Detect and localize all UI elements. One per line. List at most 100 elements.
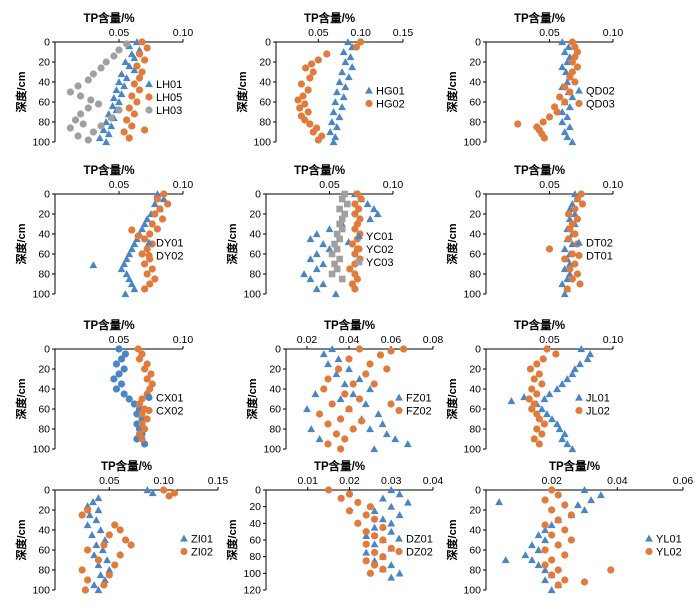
data-point <box>534 531 543 539</box>
data-point <box>334 365 343 373</box>
y-tick-label: 20 <box>469 505 481 517</box>
y-tick-label: 60 <box>469 97 481 109</box>
data-point <box>349 425 357 433</box>
data-point <box>90 551 99 559</box>
y-tick-label: 80 <box>469 565 481 577</box>
data-point <box>541 496 549 504</box>
data-point <box>133 62 141 70</box>
x-tick-label: 0.10 <box>173 27 194 39</box>
data-point <box>373 210 382 218</box>
data-point <box>120 365 128 373</box>
legend-label: CX01 <box>156 393 184 405</box>
data-point <box>97 64 105 72</box>
chart-panel-8: TP含量/% 0.02 0.04 0.06 0.08 0 20 40 60 80 100 深度/cm F… <box>245 318 443 456</box>
data-point <box>148 265 156 273</box>
data-point <box>338 225 346 233</box>
data-point <box>122 536 130 544</box>
data-point <box>566 88 574 96</box>
data-point <box>329 108 338 116</box>
data-point <box>607 566 615 574</box>
y-tick-label: 80 <box>38 269 50 281</box>
x-tick-label: 0.02 <box>541 475 562 487</box>
y-tick-label: 100 <box>463 137 481 149</box>
data-point <box>354 498 362 507</box>
data-point <box>357 38 365 46</box>
data-point <box>566 225 574 233</box>
data-point <box>339 48 348 56</box>
x-tick-label: 0.04 <box>339 334 360 346</box>
data-point <box>135 50 144 58</box>
data-point <box>548 531 556 539</box>
data-point <box>566 73 574 81</box>
data-point <box>387 347 395 355</box>
y-tick-label: 40 <box>259 77 271 89</box>
data-point <box>535 415 543 423</box>
y-tick-label: 20 <box>38 209 50 221</box>
data-point <box>378 420 387 428</box>
data-point <box>94 556 103 564</box>
data-point <box>122 270 131 278</box>
legend-label: FZ01 <box>406 393 432 405</box>
data-point <box>545 390 554 398</box>
data-point <box>329 138 338 146</box>
data-point <box>558 435 567 443</box>
data-point <box>564 235 573 243</box>
data-point <box>294 96 302 104</box>
chart-title: TP含量/% <box>83 163 134 177</box>
data-point <box>571 205 579 213</box>
data-point <box>362 370 370 378</box>
data-point <box>563 78 572 86</box>
data-point <box>335 113 344 121</box>
data-point <box>128 122 136 130</box>
y-tick-label: 40 <box>469 384 481 396</box>
y-tick-label: 40 <box>38 525 50 537</box>
data-point <box>541 566 549 574</box>
data-point <box>382 430 391 438</box>
data-point <box>370 540 379 548</box>
data-point <box>143 270 151 278</box>
y-tick-label: 20 <box>38 505 50 517</box>
data-point <box>387 561 396 569</box>
data-point <box>128 92 136 100</box>
data-point <box>507 397 516 405</box>
x-tick-label: 0.05 <box>109 27 130 39</box>
data-point <box>554 566 562 574</box>
x-tick-label: 0.10 <box>350 27 371 39</box>
data-point <box>324 375 332 383</box>
data-point <box>138 225 146 233</box>
data-point <box>164 200 172 208</box>
data-point <box>117 70 126 78</box>
data-point <box>90 581 99 589</box>
data-point <box>135 74 144 82</box>
legend-label: DT02 <box>586 238 613 250</box>
data-point <box>301 100 309 108</box>
chart-panel-10: TP含量/% 0.05 0.10 0.15 0 20 40 60 80 100 深度/cm ZI01Z… <box>14 459 228 597</box>
data-point <box>345 490 354 498</box>
data-point <box>111 521 119 529</box>
data-point <box>541 546 549 554</box>
series-CX02 <box>134 345 156 443</box>
data-point <box>319 280 328 288</box>
data-point <box>297 80 305 88</box>
y-tick-label: 100 <box>243 568 261 580</box>
data-point <box>535 440 543 448</box>
data-point <box>387 573 396 581</box>
data-point <box>324 440 332 448</box>
data-point <box>541 561 549 569</box>
data-point <box>92 516 101 524</box>
data-point <box>104 130 113 138</box>
data-point <box>349 390 358 398</box>
data-point <box>134 232 142 240</box>
data-point <box>77 92 85 100</box>
legend-label: QD02 <box>586 86 615 98</box>
y-tick-label: 40 <box>38 77 50 89</box>
data-point <box>387 519 396 527</box>
data-point <box>127 280 136 288</box>
series-DZ01 <box>362 486 412 581</box>
data-point <box>133 410 141 418</box>
series-FZ02 <box>316 345 408 453</box>
legend-marker <box>145 93 153 101</box>
data-point <box>141 260 149 268</box>
data-point <box>78 566 86 574</box>
